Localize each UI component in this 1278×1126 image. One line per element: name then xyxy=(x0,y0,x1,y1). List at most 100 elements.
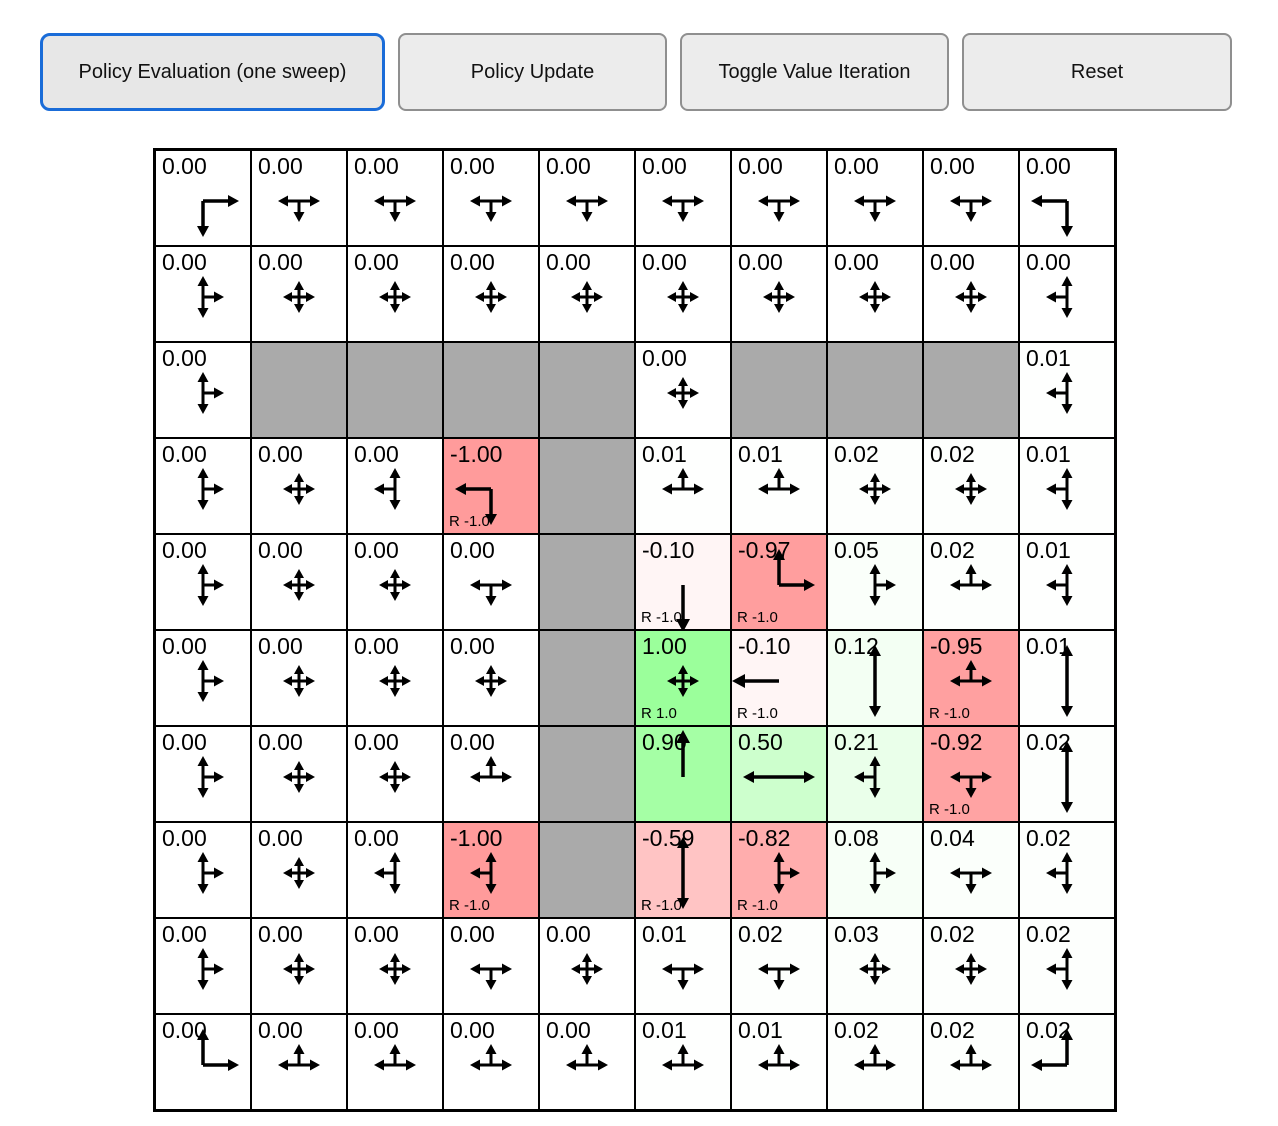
grid-cell-r2-c9: 0.01 xyxy=(1019,342,1115,438)
grid-cell-r4-c9: 0.01 xyxy=(1019,534,1115,630)
policy-arrows-icon xyxy=(470,756,512,783)
cell-value: 0.00 xyxy=(930,249,975,275)
grid-cell-r6-c7: 0.21 xyxy=(827,726,923,822)
policy-arrows-icon xyxy=(950,195,992,222)
policy-arrows-icon xyxy=(955,953,987,985)
grid-cell-r8-c7: 0.03 xyxy=(827,918,923,1014)
policy-arrows-icon xyxy=(773,549,815,591)
grid-cell-r9-c3: 0.00 xyxy=(443,1014,539,1110)
policy-arrows-icon xyxy=(950,867,992,894)
policy-evaluation-button[interactable]: Policy Evaluation (one sweep) xyxy=(40,33,385,111)
grid-cell-r1-c9: 0.00 xyxy=(1019,246,1115,342)
grid-cell-r7-c9: 0.02 xyxy=(1019,822,1115,918)
policy-arrows-icon xyxy=(859,953,891,985)
grid-cell-r8-c4: 0.00 xyxy=(539,918,635,1014)
cell-value: 0.00 xyxy=(354,633,399,659)
cell-reward-label: R -1.0 xyxy=(449,513,490,530)
grid-cell-r4-c5: -0.10 R -1.0 xyxy=(635,534,731,630)
cell-value: 0.00 xyxy=(162,921,207,947)
cell-value: 0.21 xyxy=(834,729,879,755)
policy-arrows-icon xyxy=(677,837,689,909)
grid-cell-r8-c6: 0.02 xyxy=(731,918,827,1014)
policy-arrows-icon xyxy=(667,281,699,313)
policy-arrows-icon xyxy=(374,468,401,510)
cell-value: 0.00 xyxy=(258,153,303,179)
cell-value: 0.00 xyxy=(162,345,207,371)
grid-cell-r3-c0: 0.00 xyxy=(155,438,251,534)
policy-arrows-icon xyxy=(676,585,690,629)
grid-cell-r7-c3: -1.00 R -1.0 xyxy=(443,822,539,918)
grid-cell-r4-c8: 0.02 xyxy=(923,534,1019,630)
policy-arrows-icon xyxy=(379,281,411,313)
grid-cell-r0-c7: 0.00 xyxy=(827,150,923,246)
policy-arrows-icon xyxy=(197,948,224,990)
cell-value: 0.00 xyxy=(450,729,495,755)
cell-value: 0.00 xyxy=(162,825,207,851)
grid-cell-r8-c0: 0.00 xyxy=(155,918,251,1014)
policy-arrows-icon xyxy=(475,281,507,313)
cell-value: 0.00 xyxy=(546,1017,591,1043)
policy-arrows-icon xyxy=(950,564,992,591)
policy-arrows-icon xyxy=(197,756,224,798)
grid-cell-r6-c8: -0.92 R -1.0 xyxy=(923,726,1019,822)
cell-value: 0.00 xyxy=(546,921,591,947)
grid-cell-r3-c3: -1.00 R -1.0 xyxy=(443,438,539,534)
reset-button[interactable]: Reset xyxy=(962,33,1232,111)
policy-arrows-icon xyxy=(283,569,315,601)
policy-arrows-icon xyxy=(374,1044,416,1071)
grid-cell-r3-c7: 0.02 xyxy=(827,438,923,534)
grid-cell-r7-c7: 0.08 xyxy=(827,822,923,918)
policy-arrows-icon xyxy=(1046,468,1073,510)
cell-value: 0.02 xyxy=(930,537,975,563)
grid-cell-r5-c1: 0.00 xyxy=(251,630,347,726)
grid-wall-r5-c4 xyxy=(539,630,635,726)
grid-wall-r2-c1 xyxy=(251,342,347,438)
grid-cell-r1-c0: 0.00 xyxy=(155,246,251,342)
policy-arrows-icon xyxy=(854,195,896,222)
cell-value: 0.00 xyxy=(354,729,399,755)
policy-arrows-icon xyxy=(470,1044,512,1071)
grid-cell-r4-c3: 0.00 xyxy=(443,534,539,630)
policy-arrows-icon xyxy=(283,281,315,313)
policy-arrows-icon xyxy=(475,665,507,697)
toggle-value-iteration-button[interactable]: Toggle Value Iteration xyxy=(680,33,949,111)
cell-value: -0.92 xyxy=(930,729,983,755)
policy-arrows-icon xyxy=(571,953,603,985)
policy-arrows-icon xyxy=(283,665,315,697)
policy-arrows-icon xyxy=(470,963,512,990)
grid-cell-r9-c4: 0.00 xyxy=(539,1014,635,1110)
cell-value: 0.02 xyxy=(738,921,783,947)
grid-cell-r1-c3: 0.00 xyxy=(443,246,539,342)
grid-wall-r2-c3 xyxy=(443,342,539,438)
policy-arrows-icon xyxy=(1031,1029,1073,1071)
grid-cell-r7-c8: 0.04 xyxy=(923,822,1019,918)
cell-value: 0.50 xyxy=(738,729,783,755)
policy-arrows-icon xyxy=(859,473,891,505)
cell-value: 0.00 xyxy=(834,153,879,179)
policy-arrows-icon xyxy=(283,953,315,985)
policy-arrows-icon xyxy=(197,468,224,510)
grid-cell-r5-c0: 0.00 xyxy=(155,630,251,726)
grid-cell-r6-c1: 0.00 xyxy=(251,726,347,822)
cell-value: 0.02 xyxy=(1026,825,1071,851)
grid-cell-r5-c2: 0.00 xyxy=(347,630,443,726)
cell-reward-label: R -1.0 xyxy=(641,609,682,626)
policy-arrows-icon xyxy=(854,756,881,798)
policy-arrows-icon xyxy=(859,281,891,313)
cell-value: 0.01 xyxy=(738,441,783,467)
cell-value: 0.00 xyxy=(354,153,399,179)
policy-arrows-icon xyxy=(743,771,815,783)
policy-arrows-icon xyxy=(732,674,779,688)
grid-cell-r9-c6: 0.01 xyxy=(731,1014,827,1110)
policy-arrows-icon xyxy=(1046,276,1073,318)
policy-arrows-icon xyxy=(278,1044,320,1071)
policy-arrows-icon xyxy=(197,564,224,606)
cell-reward-label: R 1.0 xyxy=(641,705,677,722)
toolbar: Policy Evaluation (one sweep) Policy Upd… xyxy=(0,0,1278,111)
policy-arrows-icon xyxy=(379,665,411,697)
policy-update-button[interactable]: Policy Update xyxy=(398,33,667,111)
policy-arrows-icon xyxy=(379,953,411,985)
policy-arrows-icon xyxy=(763,281,795,313)
policy-arrows-icon xyxy=(869,564,896,606)
grid-cell-r0-c4: 0.00 xyxy=(539,150,635,246)
